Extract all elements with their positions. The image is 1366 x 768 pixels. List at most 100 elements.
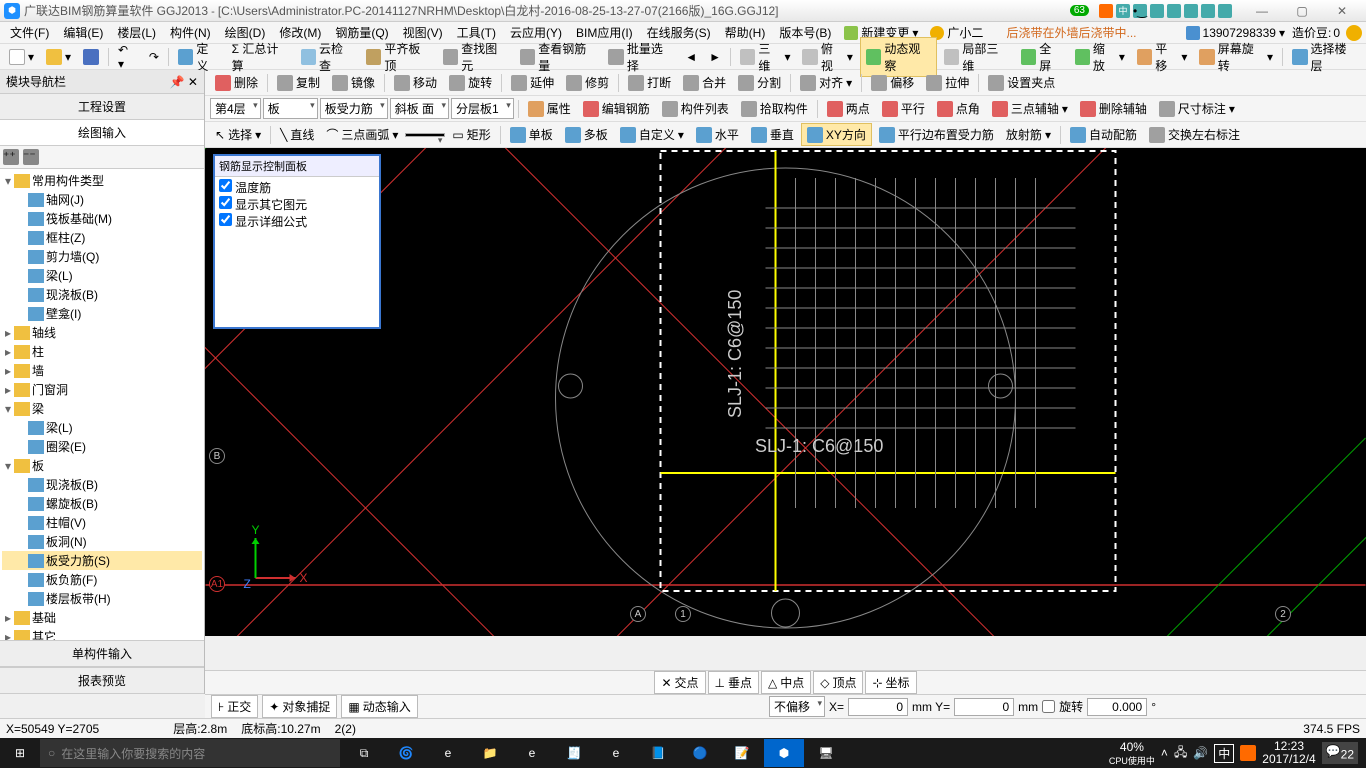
- app-9[interactable]: 📝: [722, 739, 762, 767]
- save-button[interactable]: [78, 47, 104, 67]
- system-tray[interactable]: 40%CPU使用中 ˄ 🖧 🔊 中 12:232017/12/4 💬22: [1101, 740, 1366, 767]
- expand-icon[interactable]: ⁺⁺: [3, 149, 19, 165]
- opt-temp-rebar[interactable]: 温度筋: [219, 179, 375, 196]
- screen-rotate-button[interactable]: 屏幕旋转 ▾: [1194, 38, 1278, 76]
- top-view-button[interactable]: 俯视 ▾: [797, 38, 857, 76]
- dynamic-view-button[interactable]: 动态观察: [860, 37, 937, 77]
- collapse-icon[interactable]: ⁻⁻: [23, 149, 39, 165]
- horiz-button[interactable]: 水平: [691, 124, 744, 145]
- style-dropdown[interactable]: [405, 133, 445, 137]
- point-angle-button[interactable]: 点角: [932, 98, 985, 119]
- tree-item[interactable]: 剪力墙(Q): [2, 247, 202, 266]
- menu-file[interactable]: 文件(F): [4, 22, 55, 43]
- three-axis-button[interactable]: 三点辅轴 ▾: [987, 98, 1073, 119]
- tree-item[interactable]: 柱帽(V): [2, 513, 202, 532]
- tree-item[interactable]: 框柱(Z): [2, 228, 202, 247]
- stretch-button[interactable]: 拉伸: [921, 72, 974, 93]
- tray-sogou[interactable]: [1240, 745, 1256, 761]
- tree-item[interactable]: ▸门窗洞: [2, 380, 202, 399]
- rebar-type-dropdown[interactable]: 板受力筋: [320, 98, 388, 119]
- tree-item[interactable]: 螺旋板(B): [2, 494, 202, 513]
- select-floor-button[interactable]: 选择楼层: [1287, 38, 1362, 76]
- cloud-check-button[interactable]: 云检查: [296, 38, 359, 76]
- radial-button[interactable]: 放射筋 ▾: [1001, 124, 1056, 145]
- tree-item[interactable]: 筏板基础(M): [2, 209, 202, 228]
- tray-ime[interactable]: 中: [1214, 744, 1234, 763]
- tree-item[interactable]: ▸轴线: [2, 323, 202, 342]
- tree-item[interactable]: ▸墙: [2, 361, 202, 380]
- snap-mid[interactable]: △ 中点: [761, 671, 811, 694]
- xy-direction-button[interactable]: XY方向: [801, 123, 872, 146]
- delete-button[interactable]: 删除: [210, 72, 263, 93]
- offset-button[interactable]: 偏移: [866, 72, 919, 93]
- component-tree[interactable]: ▾常用构件类型轴网(J)筏板基础(M)框柱(Z)剪力墙(Q)梁(L)现浇板(B)…: [0, 169, 204, 640]
- batch-select-button[interactable]: 批量选择: [603, 38, 678, 76]
- windows-taskbar[interactable]: ⊞ ○ 在这里输入你要搜索的内容 ⧉ 🌀 e 📁 e 🧾 e 📘 🔵 📝 ⬢ 🖥…: [0, 738, 1366, 768]
- pick-component-button[interactable]: 拾取构件: [736, 98, 813, 119]
- custom-button[interactable]: 自定义 ▾: [615, 124, 689, 145]
- new-button[interactable]: ▾: [4, 47, 39, 67]
- single-board-button[interactable]: 单板: [505, 124, 558, 145]
- app-3[interactable]: 📁: [470, 739, 510, 767]
- tree-item[interactable]: 壁龛(I): [2, 304, 202, 323]
- sogou-ime-bar[interactable]: 中•‿: [1099, 4, 1232, 18]
- line-button[interactable]: ╲ 直线: [275, 124, 319, 145]
- merge-button[interactable]: 合并: [678, 72, 731, 93]
- tree-item[interactable]: 梁(L): [2, 266, 202, 285]
- view-rebar-button[interactable]: 查看钢筋量: [515, 38, 602, 76]
- tree-item[interactable]: ▾常用构件类型: [2, 171, 202, 190]
- tree-item[interactable]: 板负筋(F): [2, 570, 202, 589]
- minimize-button[interactable]: —: [1242, 1, 1282, 21]
- fullscreen-button[interactable]: 全屏: [1016, 38, 1068, 76]
- tree-item[interactable]: ▾板: [2, 456, 202, 475]
- app-11[interactable]: 🖥: [806, 739, 846, 767]
- arc-button[interactable]: ⌒ 三点画弧 ▾: [321, 124, 403, 145]
- copy-button[interactable]: 复制: [272, 72, 325, 93]
- tree-item[interactable]: ▸柱: [2, 342, 202, 361]
- open-button[interactable]: ▾: [41, 47, 76, 67]
- find-button[interactable]: 查找图元: [438, 38, 513, 76]
- tab-single-input[interactable]: 单构件输入: [0, 640, 204, 667]
- app-8[interactable]: 🔵: [680, 739, 720, 767]
- opt-show-other[interactable]: 显示其它图元: [219, 196, 375, 213]
- auto-rebar-button[interactable]: 自动配筋: [1065, 124, 1142, 145]
- undo-button[interactable]: ↶ ▾: [113, 41, 142, 73]
- dim-button[interactable]: 尺寸标注 ▾: [1154, 98, 1240, 119]
- select-tool-button[interactable]: ↖ 选择 ▾: [210, 124, 266, 145]
- tray-vol-icon[interactable]: 🔊: [1193, 746, 1208, 760]
- flat-top-button[interactable]: 平齐板顶: [361, 38, 436, 76]
- app-taskview[interactable]: ⧉: [344, 739, 384, 767]
- app-5[interactable]: 🧾: [554, 739, 594, 767]
- multi-board-button[interactable]: 多板: [560, 124, 613, 145]
- floor-dropdown[interactable]: 第4层: [210, 98, 261, 119]
- osnap-toggle[interactable]: ✦ 对象捕捉: [262, 695, 337, 718]
- tray-up-icon[interactable]: ˄: [1161, 746, 1168, 760]
- break-button[interactable]: 打断: [623, 72, 676, 93]
- vert-button[interactable]: 垂直: [746, 124, 799, 145]
- taskbar-search[interactable]: ○ 在这里输入你要搜索的内容: [40, 739, 340, 767]
- edit-rebar-button[interactable]: 编辑钢筋: [578, 98, 655, 119]
- move-button[interactable]: 移动: [389, 72, 442, 93]
- y-input[interactable]: 0: [954, 698, 1014, 716]
- snap-vertex[interactable]: ◇ 顶点: [813, 671, 863, 694]
- split-button[interactable]: 分割: [733, 72, 786, 93]
- grip-button[interactable]: 设置夹点: [983, 72, 1060, 93]
- redo-button[interactable]: ↷: [144, 48, 164, 66]
- tree-item[interactable]: 板洞(N): [2, 532, 202, 551]
- tree-item[interactable]: ▾梁: [2, 399, 202, 418]
- sum-button[interactable]: Σ 汇总计算: [227, 38, 294, 76]
- tab-report[interactable]: 报表预览: [0, 667, 204, 694]
- maximize-button[interactable]: ▢: [1282, 1, 1322, 21]
- opt-show-formula[interactable]: 显示详细公式: [219, 213, 375, 230]
- extend-button[interactable]: 延伸: [506, 72, 559, 93]
- start-button[interactable]: ⊞: [0, 746, 40, 760]
- two-point-button[interactable]: 两点: [822, 98, 875, 119]
- 3d-button[interactable]: 三维 ▾: [735, 38, 795, 76]
- swap-label-button[interactable]: 交换左右标注: [1144, 124, 1245, 145]
- offset-dropdown[interactable]: 不偏移: [769, 696, 825, 717]
- tree-item[interactable]: 现浇板(B): [2, 475, 202, 494]
- tray-clock[interactable]: 12:232017/12/4: [1262, 740, 1315, 766]
- tray-notif[interactable]: 💬22: [1322, 742, 1358, 763]
- pan-button[interactable]: 平移 ▾: [1132, 38, 1192, 76]
- canvas[interactable]: X Y Z SLJ-1: C6@150 SLJ-1: C6@150 B A1 A…: [205, 148, 1366, 636]
